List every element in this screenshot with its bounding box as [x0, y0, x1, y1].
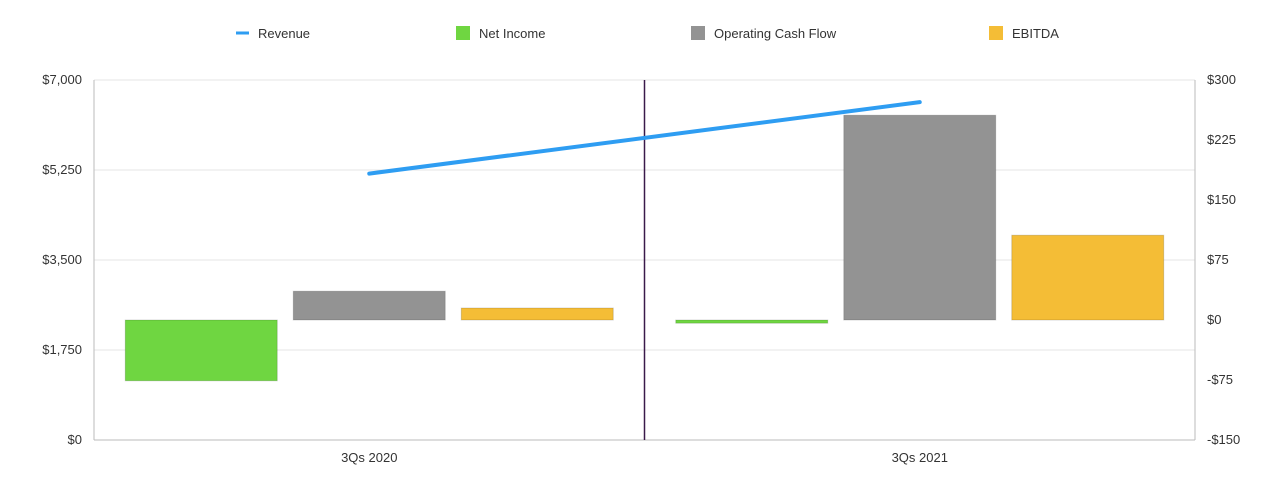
right-axis-tick-label: $0 [1207, 312, 1221, 327]
line-revenue [367, 100, 922, 176]
bar-net-income [124, 319, 278, 382]
legend-label-operating-cash-flow: Operating Cash Flow [714, 26, 837, 41]
legend-swatch-operating-cash-flow [691, 26, 705, 40]
left-axis-tick-label: $3,500 [42, 252, 82, 267]
left-axis-tick-label: $0 [68, 432, 82, 447]
bar-ebitda [460, 307, 614, 321]
category-label: 3Qs 2021 [892, 450, 948, 465]
bar-operating-cash-flow [292, 290, 446, 321]
left-axis-tick-label: $7,000 [42, 72, 82, 87]
bar-operating-cash-flow [843, 114, 997, 321]
legend-label-net-income: Net Income [479, 26, 545, 41]
right-axis-tick-label: -$75 [1207, 372, 1233, 387]
bar-net-income [675, 319, 829, 324]
legend-label-ebitda: EBITDA [1012, 26, 1059, 41]
right-axis-tick-label: -$150 [1207, 432, 1240, 447]
right-axis-tick-label: $300 [1207, 72, 1236, 87]
right-axis-tick-label: $150 [1207, 192, 1236, 207]
right-axis-tick-label: $75 [1207, 252, 1229, 267]
category-label: 3Qs 2020 [341, 450, 397, 465]
legend-swatch-net-income [456, 26, 470, 40]
bar-ebitda [1011, 234, 1165, 321]
left-axis-tick-label: $1,750 [42, 342, 82, 357]
legend-label-revenue: Revenue [258, 26, 310, 41]
legend-swatch-ebitda [989, 26, 1003, 40]
left-axis-tick-label: $5,250 [42, 162, 82, 177]
right-axis-tick-label: $225 [1207, 132, 1236, 147]
